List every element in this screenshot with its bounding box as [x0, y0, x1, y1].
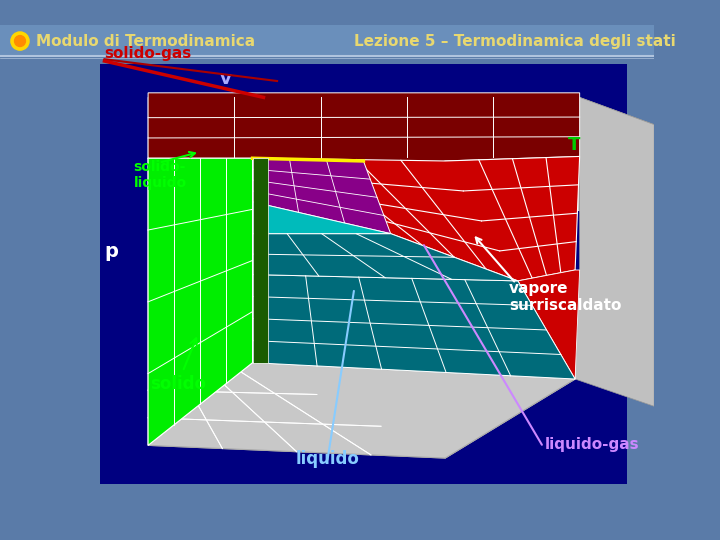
Polygon shape — [268, 157, 580, 281]
Polygon shape — [518, 270, 580, 379]
Polygon shape — [253, 234, 518, 281]
Text: Modulo di Termodinamica: Modulo di Termodinamica — [36, 33, 256, 49]
Polygon shape — [148, 363, 575, 458]
Text: Lezione 5 – Termodinamica degli stati: Lezione 5 – Termodinamica degli stati — [354, 33, 676, 49]
Polygon shape — [253, 158, 391, 234]
Text: p: p — [104, 242, 118, 261]
Polygon shape — [391, 234, 575, 379]
Circle shape — [11, 32, 29, 50]
FancyBboxPatch shape — [0, 25, 654, 57]
Polygon shape — [148, 158, 253, 446]
Text: solido-gas: solido-gas — [104, 46, 192, 61]
FancyBboxPatch shape — [100, 64, 627, 483]
Text: T: T — [568, 136, 580, 153]
Polygon shape — [148, 363, 575, 458]
Polygon shape — [445, 97, 580, 211]
Polygon shape — [148, 97, 580, 174]
Polygon shape — [253, 274, 575, 379]
Polygon shape — [580, 97, 654, 234]
Polygon shape — [575, 97, 654, 406]
Text: solido-
liquido: solido- liquido — [133, 159, 186, 190]
Text: v: v — [220, 70, 231, 88]
Polygon shape — [253, 158, 268, 363]
Circle shape — [14, 36, 25, 46]
Polygon shape — [148, 93, 580, 202]
Polygon shape — [253, 274, 575, 379]
Polygon shape — [253, 202, 391, 234]
Text: vapore
surriscaldato: vapore surriscaldato — [509, 281, 621, 313]
Text: solido: solido — [150, 339, 206, 393]
Polygon shape — [253, 158, 268, 363]
Polygon shape — [253, 234, 518, 281]
Text: liquido-gas: liquido-gas — [545, 437, 640, 451]
Polygon shape — [148, 158, 253, 446]
Polygon shape — [445, 270, 575, 458]
Text: liquido: liquido — [295, 450, 359, 468]
